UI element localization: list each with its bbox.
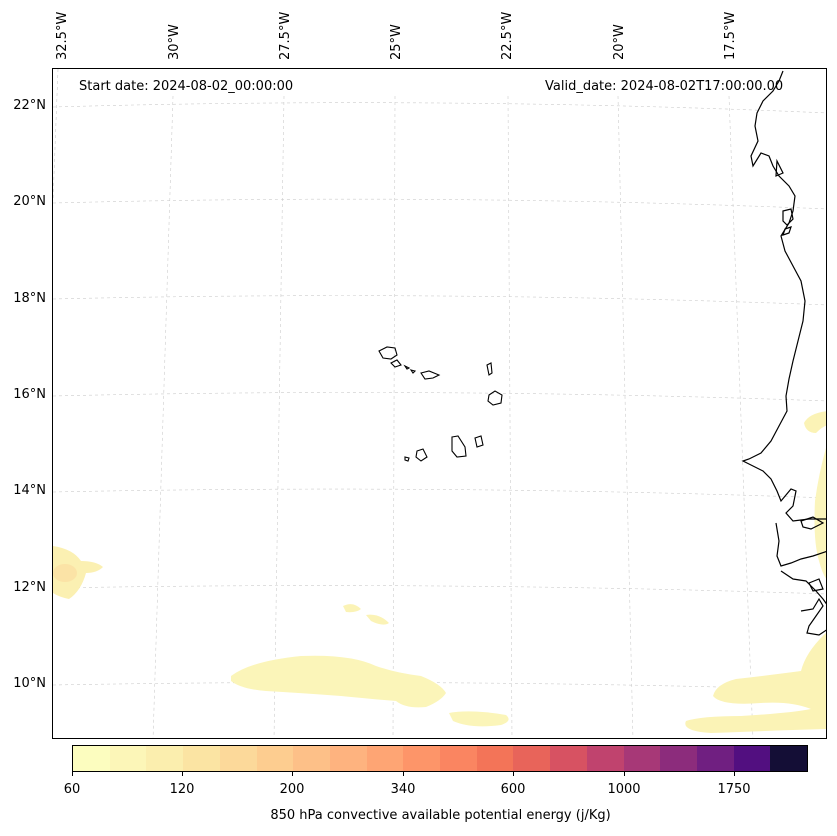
colorbar-segment [146,746,184,771]
colorbar-tick [182,772,183,776]
colorbar-tick-label: 1000 [607,782,641,797]
latitude-label: 14°N [13,483,46,498]
colorbar-tick-label: 340 [390,782,416,797]
coastline [741,70,826,636]
longitude-label: 17.5°W [723,11,738,60]
latitude-label: 18°N [13,291,46,306]
longitude-label: 25°W [389,24,404,60]
colorbar-segment [770,746,808,771]
colorbar-tick-label: 1750 [717,782,751,797]
colorbar-segment [733,746,771,771]
colorbar-segment [696,746,734,771]
colorbar-tick-label: 600 [500,782,526,797]
colorbar-segment [513,746,551,771]
longitude-label: 20°W [612,24,627,60]
colorbar-segment [109,746,147,771]
colorbar-tick-label: 60 [63,782,81,797]
latitude-label: 20°N [13,194,46,209]
latitude-label: 22°N [13,98,46,113]
colorbar-segment [660,746,697,771]
colorbar-segment [366,746,404,771]
colorbar-tick [72,772,73,776]
colorbar-segment [256,746,294,771]
colorbar-segment [586,746,624,771]
longitude-label: 32.5°W [55,11,70,60]
graticule [53,69,826,738]
colorbar-segment [550,746,587,771]
valid-date-annotation: Valid_date: 2024-08-02T17:00:00.00 [545,79,784,94]
start-date-annotation: Start date: 2024-08-02_00:00:00 [79,79,294,94]
cape-verde-islands [378,346,503,462]
latitude-label: 12°N [13,580,46,595]
colorbar-label: 850 hPa convective available potential e… [270,808,611,823]
colorbar [72,745,808,772]
latitude-label: 16°N [13,387,46,402]
colorbar-segment [183,746,220,771]
map-panel [52,68,827,739]
colorbar-segment [623,746,661,771]
colorbar-segment [476,746,514,771]
colorbar-tick-label: 120 [169,782,195,797]
colorbar-segment [440,746,477,771]
colorbar-segment [329,746,367,771]
colorbar-segment [293,746,330,771]
colorbar-tick-label: 200 [279,782,305,797]
longitude-label: 27.5°W [278,11,293,60]
colorbar-tick [513,772,514,776]
colorbar-tick [734,772,735,776]
cape-shading [53,411,826,733]
colorbar-tick [403,772,404,776]
longitude-label: 22.5°W [500,11,515,60]
colorbar-segment [73,746,110,771]
colorbar-segment [219,746,257,771]
map-canvas [53,69,826,738]
colorbar-tick [292,772,293,776]
colorbar-segment [403,746,441,771]
longitude-label: 30°W [167,24,182,60]
latitude-label: 10°N [13,676,46,691]
colorbar-tick [624,772,625,776]
